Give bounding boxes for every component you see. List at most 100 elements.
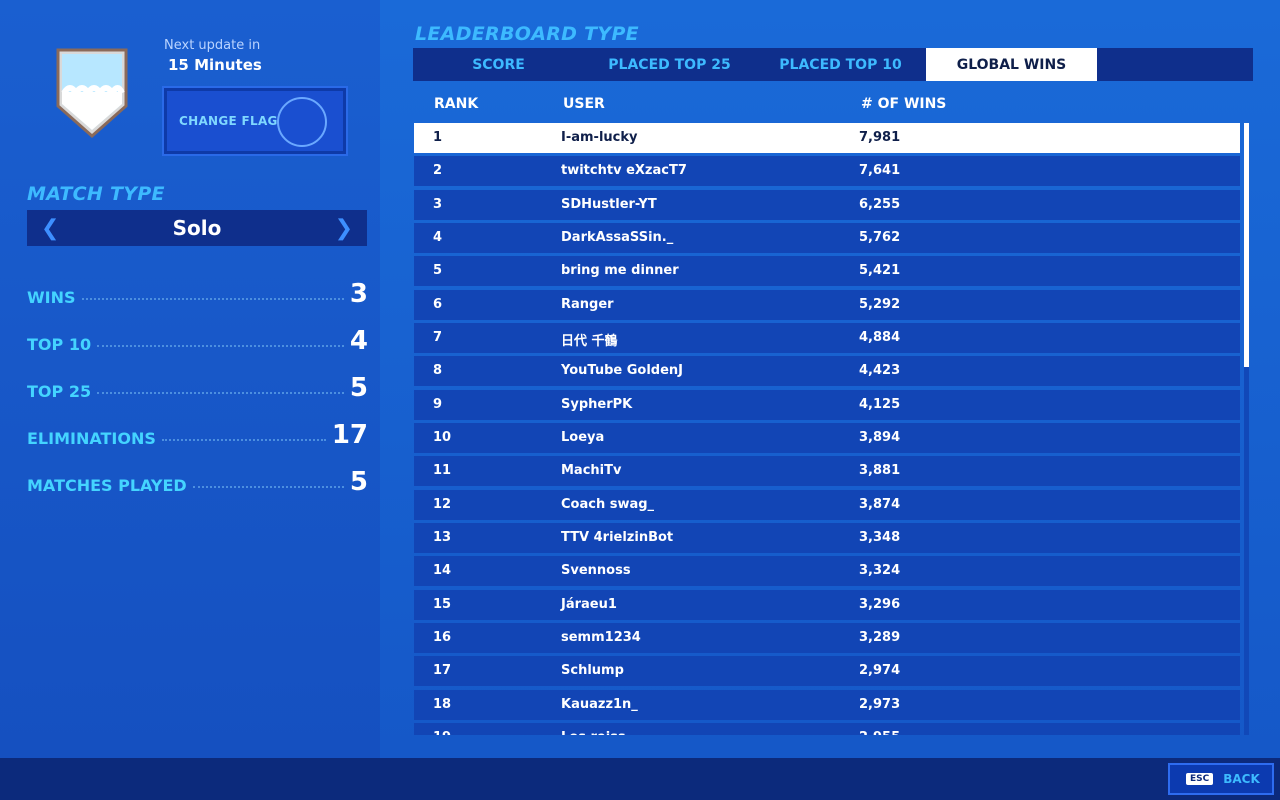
row-user: 日代 千鶴	[561, 333, 618, 349]
stat-dots	[81, 298, 344, 300]
tab-global-wins[interactable]: GLOBAL WINS	[926, 48, 1097, 81]
row-rank: 10	[433, 429, 452, 445]
column-header-user: USER	[563, 96, 605, 112]
row-user: Svennoss	[561, 563, 631, 579]
row-wins: 6,255	[859, 196, 901, 212]
wave-shield-icon	[56, 48, 128, 138]
row-user: bring me dinner	[561, 263, 679, 279]
scrollbar[interactable]	[1244, 123, 1249, 735]
stat-row-top25: TOP 25 5	[27, 371, 368, 401]
stat-row-matches-played: MATCHES PLAYED 5	[27, 465, 368, 495]
match-type-title: MATCH TYPE	[27, 183, 165, 205]
table-row[interactable]: 18 Kauazz1n_ 2,973	[414, 689, 1240, 720]
table-row[interactable]: 19 Los reiss 2,955	[414, 722, 1240, 735]
stat-value: 3	[349, 279, 368, 309]
table-row[interactable]: 1 I-am-lucky 7,981	[414, 123, 1240, 153]
stat-value: 4	[349, 326, 368, 356]
leaderboard-list: 1 I-am-lucky 7,981 2 twitchtv eXzacT7 7,641 3 S…	[414, 123, 1240, 735]
row-user: YouTube GoldenJ	[561, 363, 684, 379]
row-user: Los reiss	[561, 730, 626, 735]
row-rank: 11	[433, 463, 452, 479]
leaderboard-tabs: SCORE PLACED TOP 25 PLACED TOP 10 GLOBAL…	[413, 48, 1253, 81]
table-row[interactable]: 12 Coach swag_ 3,874	[414, 489, 1240, 520]
table-row[interactable]: 16 semm1234 3,289	[414, 622, 1240, 653]
table-row[interactable]: 10 Loeya 3,894	[414, 422, 1240, 453]
row-wins: 2,974	[859, 663, 901, 679]
row-wins: 3,324	[859, 563, 901, 579]
row-wins: 7,641	[859, 163, 901, 179]
row-rank: 18	[433, 696, 452, 712]
stat-label: TOP 10	[27, 335, 92, 354]
table-row[interactable]: 5 bring me dinner 5,421	[414, 256, 1240, 287]
row-rank: 8	[433, 363, 443, 379]
row-rank: 12	[433, 496, 452, 512]
row-user: Schlump	[561, 663, 624, 679]
stat-dots	[161, 439, 326, 441]
row-wins: 3,881	[859, 463, 901, 479]
esc-key-icon: ESC	[1186, 773, 1214, 785]
change-flag-button[interactable]: CHANGE FLAG	[162, 86, 348, 156]
chevron-right-icon[interactable]: ❯	[334, 215, 353, 241]
row-user: I-am-lucky	[561, 130, 638, 145]
table-row[interactable]: 14 Svennoss 3,324	[414, 556, 1240, 587]
table-row[interactable]: 17 Schlump 2,974	[414, 656, 1240, 687]
row-user: twitchtv eXzacT7	[561, 163, 687, 179]
row-wins: 3,894	[859, 429, 901, 445]
row-wins: 3,289	[859, 629, 901, 645]
row-rank: 17	[433, 663, 452, 679]
row-wins: 5,421	[859, 263, 901, 279]
update-value: 15 Minutes	[168, 56, 262, 74]
row-rank: 15	[433, 596, 452, 612]
row-user: Coach swag_	[561, 496, 655, 512]
table-row[interactable]: 13 TTV 4rielzinBot 3,348	[414, 522, 1240, 553]
table-row[interactable]: 3 SDHustler-YT 6,255	[414, 189, 1240, 220]
stat-value: 5	[349, 467, 368, 497]
row-rank: 9	[433, 396, 443, 412]
row-user: Ranger	[561, 296, 614, 312]
stat-label: TOP 25	[27, 382, 92, 401]
row-user: TTV 4rielzinBot	[561, 529, 674, 545]
match-type-selector[interactable]: ❮ Solo ❯	[27, 210, 367, 246]
leaderboard-type-title: LEADERBOARD TYPE	[415, 23, 639, 45]
table-row[interactable]: 9 SypherPK 4,125	[414, 389, 1240, 420]
stat-value: 17	[331, 420, 368, 450]
tab-placed-top-10[interactable]: PLACED TOP 10	[779, 56, 902, 73]
row-wins: 4,125	[859, 396, 901, 412]
flag-circle-icon	[277, 97, 327, 147]
tab-placed-top-25[interactable]: PLACED TOP 25	[608, 56, 731, 73]
row-rank: 6	[433, 296, 443, 312]
stat-row-wins: WINS 3	[27, 277, 368, 307]
stat-value: 5	[349, 373, 368, 403]
table-row[interactable]: 6 Ranger 5,292	[414, 289, 1240, 320]
column-header-wins: # OF WINS	[861, 96, 947, 112]
table-row[interactable]: 15 Járaeu1 3,296	[414, 589, 1240, 620]
row-wins: 3,296	[859, 596, 901, 612]
row-user: SypherPK	[561, 396, 633, 412]
stat-row-top10: TOP 10 4	[27, 324, 368, 354]
row-user: MachiTv	[561, 463, 622, 479]
row-user: Loeya	[561, 429, 605, 445]
column-header-rank: RANK	[434, 96, 479, 112]
update-label: Next update in	[164, 38, 261, 53]
scrollbar-thumb[interactable]	[1244, 123, 1249, 367]
back-button[interactable]: ESC BACK	[1168, 763, 1274, 795]
row-rank: 3	[433, 196, 443, 212]
row-wins: 2,973	[859, 696, 901, 712]
row-user: DarkAssaSSin._	[561, 229, 674, 245]
row-rank: 4	[433, 229, 443, 245]
row-wins: 5,762	[859, 229, 901, 245]
change-flag-label: CHANGE FLAG	[179, 114, 278, 128]
tab-score[interactable]: SCORE	[472, 56, 525, 73]
table-row[interactable]: 8 YouTube GoldenJ 4,423	[414, 356, 1240, 387]
row-rank: 13	[433, 529, 452, 545]
match-type-value: Solo	[172, 216, 222, 240]
table-row[interactable]: 2 twitchtv eXzacT7 7,641	[414, 156, 1240, 187]
row-rank: 14	[433, 563, 452, 579]
row-wins: 2,955	[859, 730, 900, 735]
table-row[interactable]: 11 MachiTv 3,881	[414, 456, 1240, 487]
table-row[interactable]: 4 DarkAssaSSin._ 5,762	[414, 222, 1240, 253]
stat-dots	[192, 486, 344, 488]
table-row[interactable]: 7 日代 千鶴 4,884	[414, 322, 1240, 353]
chevron-left-icon[interactable]: ❮	[41, 215, 60, 241]
stat-label: WINS	[27, 288, 76, 307]
